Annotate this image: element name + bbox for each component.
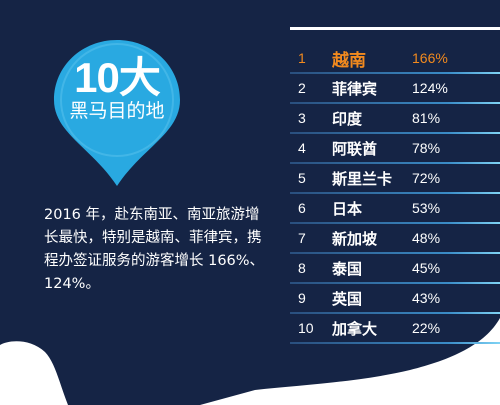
- map-pin-icon: [54, 40, 180, 186]
- ranking-row: 8 泰国 45%: [290, 254, 500, 284]
- growth-percent: 124%: [412, 80, 448, 96]
- rank-number: 1: [298, 50, 306, 66]
- destination-name: 斯里兰卡: [332, 170, 393, 188]
- table-top-rule: [290, 27, 500, 30]
- ranking-row: 1 越南 166%: [290, 44, 500, 74]
- row-divider: [290, 192, 500, 194]
- ranking-row: 5 斯里兰卡 72%: [290, 164, 500, 194]
- destination-name: 泰国: [332, 260, 363, 278]
- rank-number: 10: [298, 320, 314, 336]
- growth-percent: 166%: [412, 50, 448, 66]
- growth-percent: 43%: [412, 290, 441, 306]
- row-divider: [290, 342, 500, 344]
- ranking-list: 1 越南 166% 2 菲律宾 124% 3 印度 81% 4 阿联酋 78%: [290, 44, 500, 344]
- row-divider: [290, 222, 500, 224]
- row-divider: [290, 102, 500, 104]
- ranking-row: 3 印度 81%: [290, 104, 500, 134]
- destination-name: 英国: [332, 290, 363, 308]
- rank-number: 5: [298, 170, 306, 186]
- row-divider: [290, 252, 500, 254]
- rank-number: 8: [298, 260, 306, 276]
- rank-number: 7: [298, 230, 306, 246]
- destination-name: 越南: [332, 51, 366, 71]
- badge-subtitle: 黑马目的地: [69, 100, 165, 122]
- rank-number: 2: [298, 80, 306, 96]
- destination-name: 阿联酋: [332, 140, 378, 158]
- destination-badge: 10大 黑马目的地: [52, 38, 182, 188]
- ranking-row: 9 英国 43%: [290, 284, 500, 314]
- destination-name: 加拿大: [332, 320, 378, 338]
- row-divider: [290, 72, 500, 74]
- growth-percent: 72%: [412, 170, 441, 186]
- row-divider: [290, 282, 500, 284]
- destination-name: 印度: [332, 110, 363, 128]
- destination-name: 菲律宾: [332, 80, 378, 98]
- badge-number: 10大: [74, 54, 161, 101]
- rank-number: 4: [298, 140, 306, 156]
- ranking-row: 4 阿联酋 78%: [290, 134, 500, 164]
- growth-percent: 48%: [412, 230, 441, 246]
- row-divider: [290, 162, 500, 164]
- growth-percent: 22%: [412, 320, 441, 336]
- rank-number: 9: [298, 290, 306, 306]
- growth-percent: 78%: [412, 140, 441, 156]
- row-divider: [290, 312, 500, 314]
- ranking-row: 2 菲律宾 124%: [290, 74, 500, 104]
- destination-name: 新加坡: [332, 230, 378, 248]
- growth-percent: 81%: [412, 110, 441, 126]
- rank-number: 3: [298, 110, 306, 126]
- ranking-row: 7 新加坡 48%: [290, 224, 500, 254]
- destination-name: 日本: [332, 200, 363, 218]
- growth-percent: 45%: [412, 260, 441, 276]
- growth-percent: 53%: [412, 200, 441, 216]
- row-divider: [290, 132, 500, 134]
- ranking-row: 6 日本 53%: [290, 194, 500, 224]
- description-text: 2016 年，赴东南亚、南亚旅游增长最快，特别是越南、菲律宾，携程办签证服务的游…: [44, 207, 265, 292]
- ranking-row: 10 加拿大 22%: [290, 314, 500, 344]
- rank-number: 6: [298, 200, 306, 216]
